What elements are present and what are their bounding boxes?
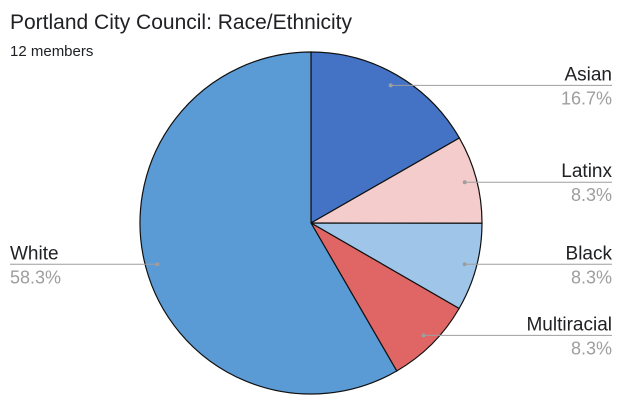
slice-percent-asian: 16.7%: [561, 88, 612, 108]
slice-percent-latinx: 8.3%: [571, 185, 612, 205]
pie-slice-white: [139, 51, 398, 395]
slice-percent-multiracial: 8.3%: [571, 338, 612, 358]
pie-slice-multiracial: [309, 221, 460, 372]
slice-label-white: White: [10, 243, 59, 264]
slice-label-latinx: Latinx: [561, 161, 612, 182]
slice-percent-black: 8.3%: [571, 267, 612, 287]
slice-label-multiracial: Multiracial: [526, 314, 612, 335]
slice-label-asian: Asian: [564, 64, 612, 85]
pie-slice-black: [308, 222, 483, 310]
pie-slice-asian: [310, 51, 461, 225]
pie-slices: [139, 51, 483, 395]
pie-slice-latinx: [308, 137, 483, 224]
slice-label-black: Black: [566, 243, 613, 264]
slice-percent-white: 58.3%: [10, 267, 61, 287]
chart-subtitle: 12 members: [10, 43, 93, 60]
chart-title: Portland City Council: Race/Ethnicity: [10, 11, 352, 34]
slice-labels: Asian 16.7% Latinx 8.3% Black 8.3% Multiracial…: [10, 64, 612, 358]
